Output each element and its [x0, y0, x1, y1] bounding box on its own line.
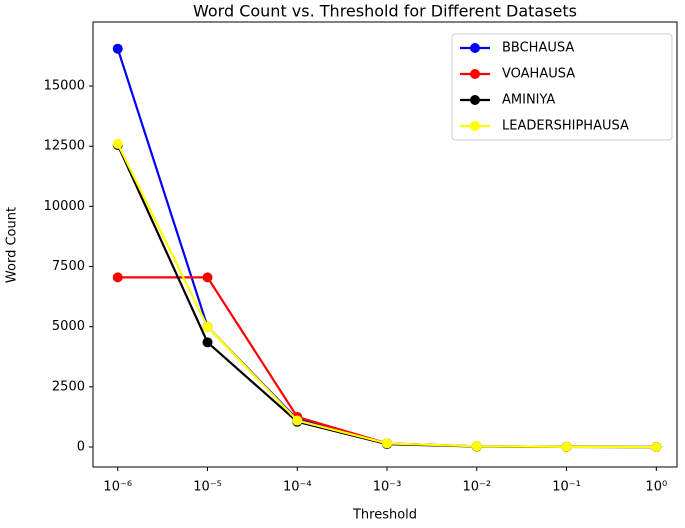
- series-marker: [202, 272, 213, 283]
- chart-title: Word Count vs. Threshold for Different D…: [193, 2, 577, 21]
- x-tick-label: 10⁻²: [462, 480, 491, 495]
- series-marker: [292, 415, 303, 426]
- legend-marker: [470, 95, 480, 105]
- series-marker: [382, 438, 393, 449]
- y-tick-label: 2500: [52, 379, 85, 394]
- legend-label: BBCHAUSA: [502, 41, 574, 56]
- legend-label: LEADERSHIPHAUSA: [502, 119, 629, 134]
- series-marker: [651, 442, 662, 453]
- x-tick-label: 10⁻⁵: [193, 480, 222, 495]
- legend-label: AMINIYA: [502, 93, 555, 108]
- x-tick-label: 10⁰: [645, 480, 667, 495]
- x-tick-label: 10⁻³: [373, 480, 402, 495]
- plot-frame: [92, 21, 678, 468]
- legend-label: VOAHAUSA: [502, 67, 575, 82]
- legend-marker: [470, 69, 480, 79]
- x-tick-label: 10⁻¹: [552, 480, 581, 495]
- legend-marker: [470, 121, 480, 131]
- x-tick-label: 10⁻⁶: [103, 480, 132, 495]
- series-marker: [202, 337, 213, 348]
- y-tick-label: 10000: [44, 199, 85, 214]
- x-tick-label: 10⁻⁴: [283, 480, 312, 495]
- legend-marker: [470, 43, 480, 53]
- y-tick-label: 15000: [44, 79, 85, 94]
- series-marker: [561, 441, 572, 452]
- y-tick-label: 12500: [44, 139, 85, 154]
- series-marker: [112, 43, 123, 54]
- x-axis-label: Threshold: [352, 508, 417, 523]
- y-tick-label: 0: [77, 440, 85, 455]
- series-marker: [112, 272, 123, 283]
- y-axis-label: Word Count: [5, 207, 20, 283]
- y-tick-label: 7500: [52, 259, 85, 274]
- series-line: [117, 276, 657, 449]
- y-tick-label: 5000: [52, 319, 85, 334]
- series-marker: [202, 321, 213, 332]
- series-marker: [112, 138, 123, 149]
- series-marker: [471, 441, 482, 452]
- legend-box: [451, 33, 673, 141]
